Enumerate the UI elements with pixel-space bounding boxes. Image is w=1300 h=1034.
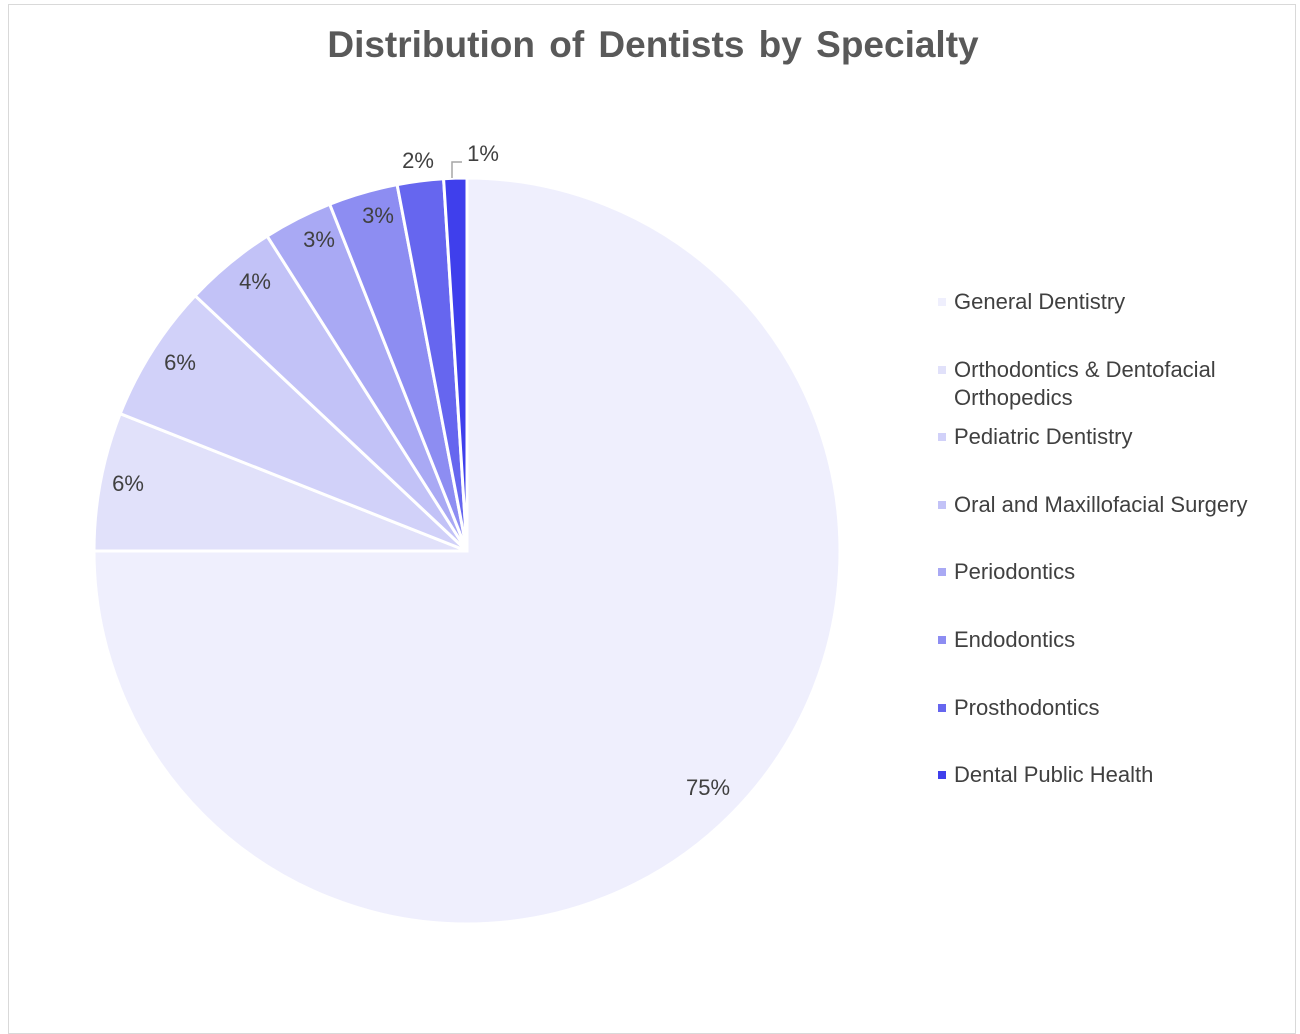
legend-swatch <box>938 771 946 779</box>
pie-data-labels: 75% 6% 6% 4% 3% 3% 2% 1% <box>112 141 730 800</box>
data-label-3: 6% <box>164 350 196 375</box>
legend-item: Dental Public Health <box>938 761 1284 789</box>
pie-slices <box>92 176 842 926</box>
pie-slice-8 <box>441 176 469 552</box>
leader-line <box>451 161 462 178</box>
legend-label: Periodontics <box>954 559 1076 584</box>
legend-item: Orthodontics & Dentofacial Orthopedics <box>938 356 1284 412</box>
legend-label: Prosthodontics <box>954 695 1100 720</box>
data-label-6: 3% <box>362 203 394 228</box>
legend-label: Orthodontics & Dentofacial Orthopedics <box>954 357 1216 410</box>
pie-slice-3 <box>118 293 469 553</box>
legend-swatch <box>938 568 946 576</box>
data-label-5: 3% <box>303 227 335 252</box>
leader-lines <box>451 161 462 178</box>
legend-item: General Dentistry <box>938 288 1284 316</box>
legend-swatch <box>938 636 946 644</box>
legend-label: Endodontics <box>954 627 1076 652</box>
legend-swatch <box>938 366 946 374</box>
legend-label: Pediatric Dentistry <box>954 424 1133 449</box>
chart-title: Distribution of Dentists by Specialty <box>327 24 979 65</box>
legend-swatch <box>938 433 946 441</box>
legend-swatch <box>938 501 946 509</box>
legend-swatch <box>938 704 946 712</box>
legend-item: Periodontics <box>938 558 1284 586</box>
pie-slice-1 <box>92 176 842 926</box>
legend-label: General Dentistry <box>954 289 1126 314</box>
legend-item: Pediatric Dentistry <box>938 423 1284 451</box>
legend-item: Endodontics <box>938 626 1284 654</box>
legend-swatch <box>938 298 946 306</box>
legend-item: Oral and Maxillofacial Surgery <box>938 491 1284 519</box>
legend-label: Dental Public Health <box>954 762 1154 787</box>
pie-slice-2 <box>92 411 468 553</box>
legend-item: Prosthodontics <box>938 694 1284 722</box>
data-label-4: 4% <box>239 269 271 294</box>
legend-label: Oral and Maxillofacial Surgery <box>954 492 1248 517</box>
data-label-1: 75% <box>686 775 730 800</box>
data-label-8: 1% <box>467 141 499 166</box>
data-label-7: 2% <box>402 148 434 173</box>
data-label-2: 6% <box>112 471 144 496</box>
